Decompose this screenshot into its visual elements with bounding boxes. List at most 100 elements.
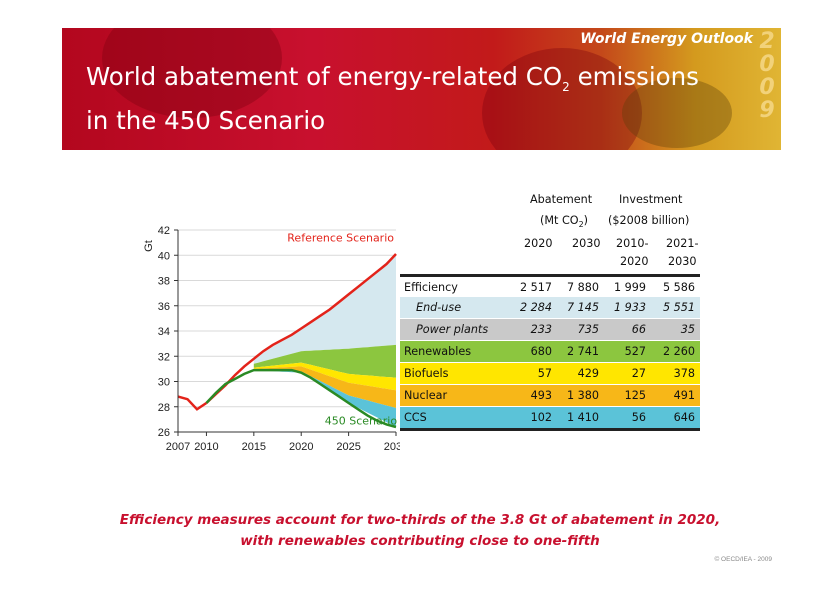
caption-line1: Efficiency measures account for two-thir…	[119, 512, 721, 528]
cell: 2 741	[566, 345, 599, 358]
cell: 56	[631, 411, 646, 424]
row-label: End-use	[416, 301, 462, 314]
cell: 7 880	[566, 281, 599, 294]
cell: 527	[624, 345, 646, 358]
year-digit: 0	[759, 52, 775, 77]
cell: 2 284	[519, 301, 552, 314]
reference-scenario-label: Reference Scenario	[287, 231, 394, 244]
header-period2-b: 2030	[668, 255, 697, 268]
scenario-450-label: 450 Scenario	[325, 414, 398, 427]
title-line1-end: emissions	[569, 62, 699, 91]
cell: 5 586	[662, 281, 695, 294]
world-energy-outlook-logo: World Energy Outlook	[580, 31, 753, 47]
unit-text: (Mt CO	[540, 214, 579, 227]
table-row-biofuels: Biofuels 57 429 27 378	[400, 362, 700, 384]
y-tick-label: 38	[158, 276, 170, 288]
title-line2: in the 450 Scenario	[86, 105, 326, 135]
x-tick-label: 2007	[166, 441, 190, 453]
cell: 646	[673, 411, 695, 424]
header-2020: 2020	[524, 237, 553, 250]
year-digit: 0	[759, 75, 775, 100]
unit-subscript: 2	[578, 220, 584, 230]
row-label: Biofuels	[404, 367, 449, 380]
y-axis-label: Gt	[143, 240, 155, 252]
row-label: CCS	[404, 411, 427, 424]
header-period1-a: 2010-	[616, 237, 649, 250]
cell: 233	[530, 323, 552, 336]
wedge-biofuels	[253, 362, 396, 391]
header-period2-a: 2021-	[666, 237, 699, 250]
abatement-investment-table: Abatement Investment (Mt CO2) ($2008 bil…	[400, 190, 700, 431]
cell: 35	[680, 323, 695, 336]
map-decoration	[622, 78, 732, 148]
x-tick-label: 2010	[194, 441, 218, 453]
y-tick-label: 40	[158, 250, 170, 262]
y-tick-label: 28	[158, 402, 170, 414]
historical-line	[177, 395, 208, 411]
caption-line2: with renewables contributing close to on…	[240, 533, 600, 549]
wedge-renewables	[253, 344, 396, 378]
y-tick-label: 32	[158, 351, 170, 363]
row-label: Efficiency	[404, 281, 458, 294]
row-label: Power plants	[416, 323, 489, 336]
table-header: Abatement Investment (Mt CO2) ($2008 bil…	[400, 190, 700, 274]
cell: 1 933	[613, 301, 646, 314]
cell: 2 260	[662, 345, 695, 358]
cell: 102	[530, 411, 552, 424]
x-tick-label: 2015	[242, 441, 266, 453]
row-label: Nuclear	[404, 389, 448, 402]
header-investment: Investment	[619, 193, 683, 206]
title-subscript: 2	[562, 79, 570, 94]
x-tick-label: 2030	[384, 441, 400, 453]
cell: 735	[577, 323, 599, 336]
table-row-ccs: CCS 102 1 410 56 646	[400, 406, 700, 431]
y-tick-label: 36	[158, 301, 170, 313]
y-tick-label: 26	[158, 427, 170, 439]
slide-title: World abatement of energy-related CO2 em…	[86, 60, 699, 137]
cell: 491	[673, 389, 695, 402]
cell: 66	[631, 323, 646, 336]
cell: 493	[530, 389, 552, 402]
y-tick-label: 42	[158, 225, 170, 237]
cell: 680	[530, 345, 552, 358]
header-period1-b: 2020	[620, 255, 649, 268]
unit-close: )	[583, 214, 589, 227]
cell: 1 380	[566, 389, 599, 402]
table-row-efficiency: Efficiency 2 517 7 880 1 999 5 586	[400, 274, 700, 296]
year-2009-logo: 2 0 0 9	[757, 30, 777, 122]
cell: 2 517	[519, 281, 552, 294]
cell: 1 410	[566, 411, 599, 424]
cell: 5 551	[662, 301, 695, 314]
table-row-end-use: End-use 2 284 7 145 1 933 5 551	[400, 296, 700, 318]
cell: 7 145	[566, 301, 599, 314]
table-row-renewables: Renewables 680 2 741 527 2 260	[400, 340, 700, 362]
header-2030: 2030	[572, 237, 601, 250]
title-line1: World abatement of energy-related CO	[86, 62, 563, 91]
header-abatement: Abatement	[530, 193, 593, 206]
year-digit: 2	[759, 29, 775, 54]
table-row-power-plants: Power plants 233 735 66 35	[400, 318, 700, 340]
y-tick-label: 34	[158, 326, 170, 338]
cell: 378	[673, 367, 695, 380]
year-digit: 9	[759, 98, 775, 123]
wedge-nuclear	[253, 366, 396, 408]
slide-caption: Efficiency measures account for two-thir…	[0, 510, 840, 552]
cell: 27	[631, 367, 646, 380]
cell: 1 999	[613, 281, 646, 294]
copyright-note: © OECD/IEA - 2009	[714, 556, 772, 563]
map-decoration	[482, 48, 642, 150]
row-label: Renewables	[404, 345, 472, 358]
header-investment-unit: ($2008 billion)	[608, 214, 690, 227]
table-row-nuclear: Nuclear 493 1 380 125 491	[400, 384, 700, 406]
reference-scenario-line	[205, 253, 397, 404]
abatement-chart: 26 28 30 32 34 36 38 40 42 2007 2010 2015 2020 2025 20…	[143, 225, 400, 453]
cell: 57	[537, 367, 552, 380]
x-tick-label: 2025	[336, 441, 360, 453]
scenario-450-line	[205, 368, 397, 429]
cell: 125	[624, 389, 646, 402]
header-abatement-unit: (Mt CO2)	[540, 214, 588, 229]
x-tick-label: 2020	[289, 441, 313, 453]
title-banner: World Energy Outlook 2 0 0 9 World abate…	[62, 28, 781, 150]
y-tick-label: 30	[158, 377, 170, 389]
cell: 429	[577, 367, 599, 380]
